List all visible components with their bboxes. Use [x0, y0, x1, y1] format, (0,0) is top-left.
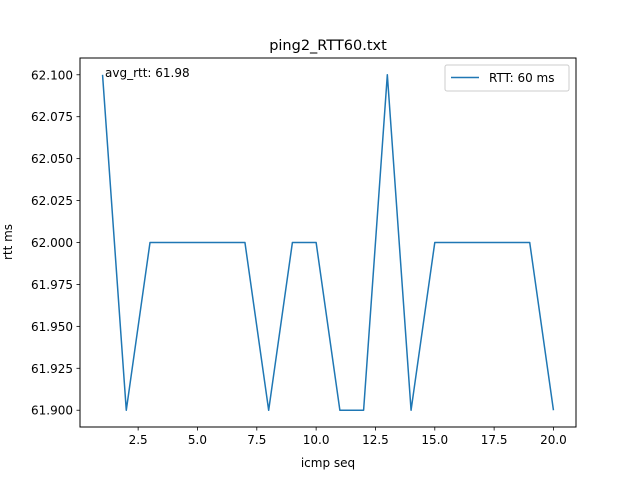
x-tick-label: 10.0 — [303, 433, 330, 447]
y-axis-label: rtt ms — [1, 224, 15, 260]
y-tick-label: 61.900 — [31, 404, 73, 418]
avg-rtt-annotation: avg_rtt: 61.98 — [105, 66, 190, 80]
chart-title: ping2_RTT60.txt — [269, 38, 387, 54]
y-tick-label: 62.050 — [31, 152, 73, 166]
y-tick-label: 62.075 — [31, 110, 73, 124]
y-tick-label: 61.950 — [31, 320, 73, 334]
plot-frame — [79, 57, 577, 428]
legend-box — [444, 64, 570, 92]
x-tick-label: 15.0 — [421, 433, 448, 447]
x-tick-label: 12.5 — [362, 433, 389, 447]
x-tick-label: 7.5 — [247, 433, 266, 447]
ticks-layer: 2.5 5.0 7.5 10.0 12.5 15.0 17.5 20.0 61.900 61.92… — [31, 68, 567, 447]
y-tick-label: 62.100 — [31, 68, 73, 82]
x-tick-label: 20.0 — [540, 433, 567, 447]
legend: RTT: 60 ms — [444, 64, 570, 92]
legend-label: RTT: 60 ms — [489, 71, 554, 85]
lines-layer — [101, 74, 555, 411]
y-tick-label: 62.000 — [31, 236, 73, 250]
y-tick-label: 61.925 — [31, 362, 73, 376]
y-tick-label: 62.025 — [31, 194, 73, 208]
rtt-series-line — [101, 74, 555, 411]
x-tick-label: 2.5 — [129, 433, 148, 447]
x-tick-label: 5.0 — [188, 433, 207, 447]
x-tick-label: 17.5 — [481, 433, 508, 447]
y-tick-label: 61.975 — [31, 278, 73, 292]
x-axis-label: icmp seq — [301, 456, 355, 470]
